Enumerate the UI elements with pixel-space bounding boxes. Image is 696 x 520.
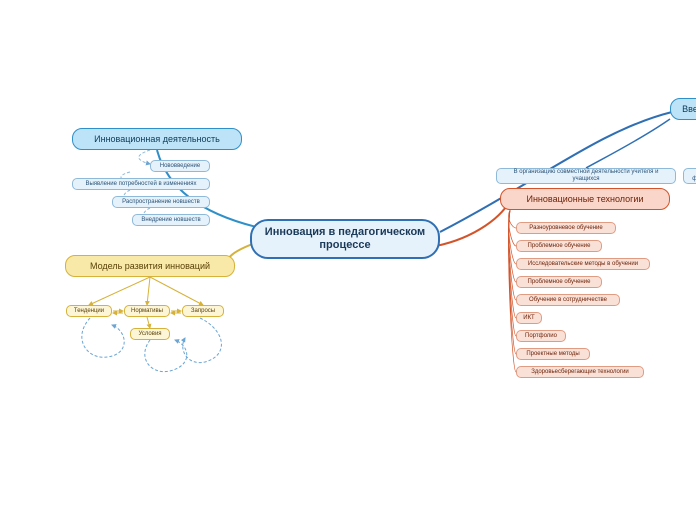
tech-child-6: Портфолио <box>516 330 566 342</box>
model-child-2: Запросы <box>182 305 224 317</box>
branch-intro: Вве <box>670 98 696 120</box>
activity-child-3: Внедрение новшеств <box>132 214 210 226</box>
tech-child-3: Проблемное обучение <box>516 276 602 288</box>
mindmap-canvas: { "canvas": { "width": 696, "height": 52… <box>0 0 696 520</box>
tech-child-7: Проектные методы <box>516 348 590 360</box>
tech-child-2: Исследовательские методы в обучении <box>516 258 650 270</box>
branch-dev-model: Модель развития инноваций <box>65 255 235 277</box>
activity-child-0: Нововведение <box>150 160 210 172</box>
activity-child-1: Выявление потребностей в изменениях <box>72 178 210 190</box>
branch-innov-activity: Инновационная деятельность <box>72 128 242 150</box>
intro-child-org: В организацию совместной деятельности уч… <box>496 168 676 184</box>
model-child-1: Нормативы <box>124 305 170 317</box>
model-child-conditions: Условия <box>130 328 170 340</box>
branch-innov-tech: Инновационные технологии <box>500 188 670 210</box>
activity-child-2: Распространение новшеств <box>112 196 210 208</box>
central-topic: Инновация в педагогическом процессе <box>250 219 440 259</box>
model-child-0: Тенденции <box>66 305 112 317</box>
tech-child-4: Обучение в сотрудничестве <box>516 294 620 306</box>
tech-child-5: ИКТ <box>516 312 542 324</box>
tech-child-0: Разноуровневое обучение <box>516 222 616 234</box>
tech-child-8: Здоровьесберегающие технологии <box>516 366 644 378</box>
tech-child-1: Проблемное обучение <box>516 240 602 252</box>
intro-child-partial: В фор <box>683 168 696 184</box>
